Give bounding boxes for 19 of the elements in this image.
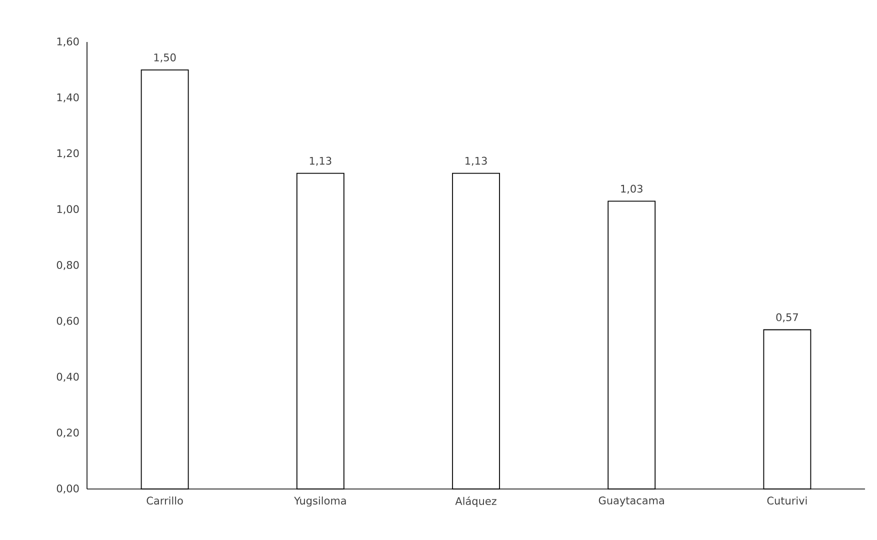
x-tick-label: Yugsiloma [294,496,346,507]
data-label: 1,03 [621,184,642,194]
x-tick-label: Guaytacama [598,496,664,506]
data-label: 1,13 [466,156,487,166]
x-tick-label: Carrillo [146,496,183,505]
y-tick-label: 1,00 [57,205,79,214]
y-tick-label: 0,00 [56,484,79,494]
x-tick-label: Aláquez [455,496,496,508]
y-tick-label: 0,60 [56,316,79,326]
y-tick-label: 0,20 [56,428,79,438]
y-tick-label: 1,40 [57,93,79,102]
x-tick-label: Cuturivi [767,496,807,505]
y-tick-label: 1,20 [57,149,79,158]
data-label: 1,50 [154,53,176,62]
y-tick-label: 0,40 [56,372,79,382]
data-label: 0,57 [776,313,798,322]
data-label: 1,13 [310,156,332,166]
y-tick-label: 0,80 [56,260,79,270]
y-tick-label: 1,60 [57,37,79,46]
